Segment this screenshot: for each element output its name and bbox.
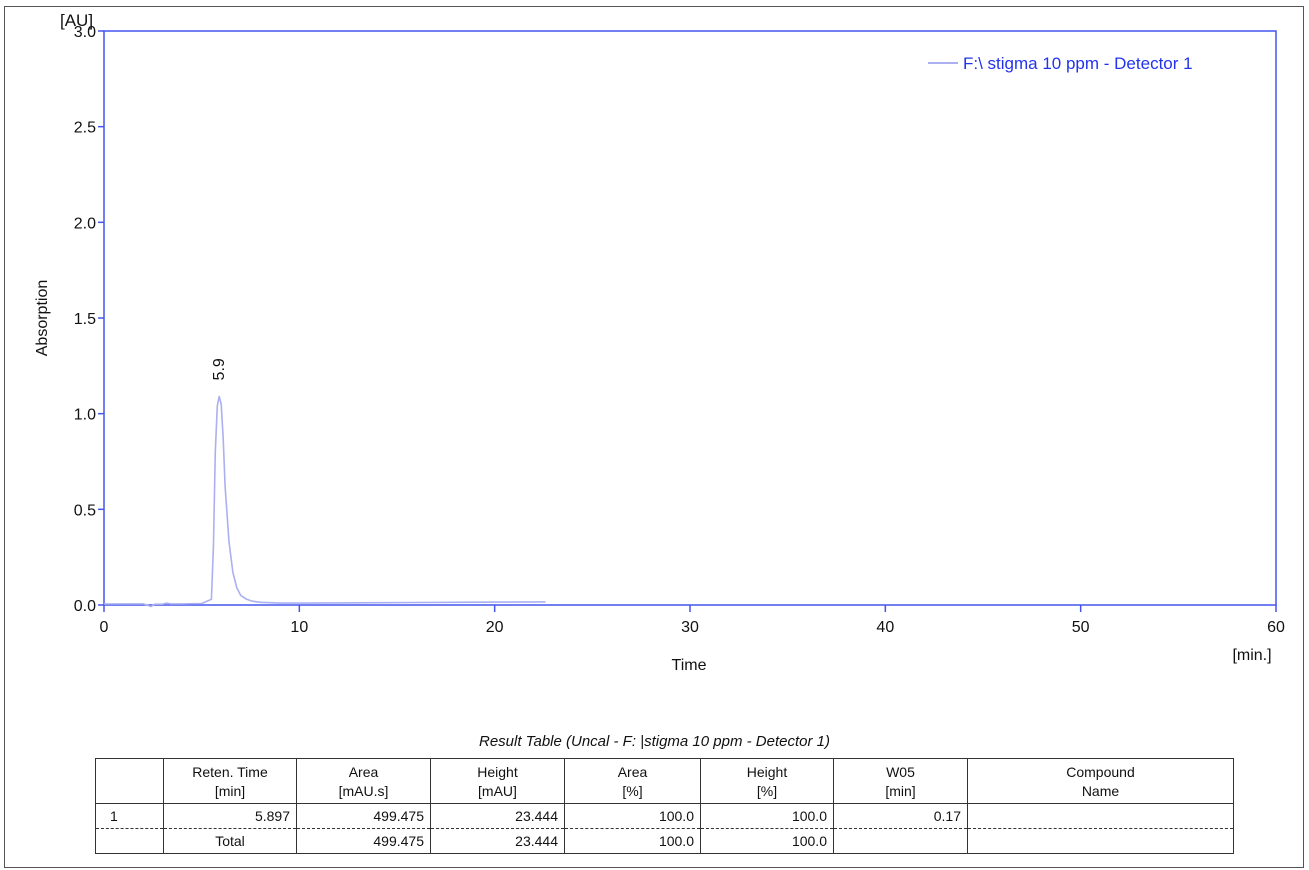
x-tick-label: 20 [486,619,504,636]
y-tick-label: 0.0 [74,598,96,615]
cell-total-area-pct: 100.0 [564,828,701,854]
cell-area-pct: 100.0 [564,803,701,829]
plot-area-frame [103,30,1277,606]
y-tick-label: 0.5 [74,502,96,519]
y-tick-label: 1.5 [74,311,96,328]
y-axis-unit-label: [AU] [60,11,93,30]
cell-height: 23.444 [430,803,565,829]
cell-total-compound-name [967,828,1234,854]
header-area-pct: Area [%] [564,758,701,804]
header-w05: W05 [min] [833,758,968,804]
y-tick-label: 2.0 [74,215,96,232]
legend-series-label: F:\ stigma 10 ppm - Detector 1 [963,54,1193,73]
series-line [103,395,546,608]
result-table-header-row: Reten. Time [min] Area [mAU.s] Height [m… [95,758,1234,804]
header-height-pct: Height [%] [700,758,834,804]
series-layer [103,395,546,608]
y-tick-label: 1.0 [74,407,96,424]
cell-total-height-pct: 100.0 [700,828,834,854]
header-index [95,758,164,804]
cell-reten-time: 5.897 [163,803,297,829]
x-tick-label: 60 [1267,619,1285,636]
cell-height-pct: 100.0 [700,803,834,829]
result-table-title: Result Table (Uncal - F: |stigma 10 ppm … [479,733,830,750]
cell-area: 499.475 [296,803,431,829]
x-axis-label: Time [672,657,707,674]
cell-total-height: 23.444 [430,828,565,854]
cell-total-label: Total [163,828,297,854]
chromatogram-chart: 0 10 20 30 40 50 60 0.00.51.01.52.02.53.0 5.9 … [34,11,1285,674]
table-total-row: Total 499.475 23.444 100.0 100.0 [95,828,1234,854]
cell-total-area: 499.475 [296,828,431,854]
x-tick-label: 50 [1072,619,1090,636]
x-tick-label: 40 [876,619,894,636]
header-area: Area [mAU.s] [296,758,431,804]
header-compound-name: Compound Name [967,758,1234,804]
header-reten-time: Reten. Time [min] [163,758,297,804]
chart-axes [103,30,1277,606]
y-axis-ticks: 0.0 0.5 1.0 1.5 2.0 2.5 3.0 [74,24,104,615]
table-row: 1 5.897 499.475 23.444 100.0 100.0 0.17 [95,803,1234,829]
y-tick-label: 3.0 [74,24,96,41]
x-axis-ticks: 0 10 20 30 40 50 60 [100,605,1285,636]
cell-index: 1 [95,803,164,829]
report-frame [4,6,1304,868]
y-axis-label: Absorption [34,280,51,357]
x-tick-label: 0 [100,619,109,636]
cell-total-w05 [833,828,968,854]
chart-legend: F:\ stigma 10 ppm - Detector 1 [928,54,1193,73]
cell-total-index [95,828,164,854]
result-table: Reten. Time [min] Area [mAU.s] Height [m… [95,758,1234,854]
x-tick-label: 10 [290,619,308,636]
cell-w05: 0.17 [833,803,968,829]
header-height: Height [mAU] [430,758,565,804]
x-axis-unit-label: [min.] [1232,647,1271,664]
x-tick-label: 30 [681,619,699,636]
peak-label: 5.9 [211,358,228,380]
y-tick-label: 2.5 [74,120,96,137]
cell-compound-name [967,803,1234,829]
annotation-layer: 5.9 [211,358,228,380]
